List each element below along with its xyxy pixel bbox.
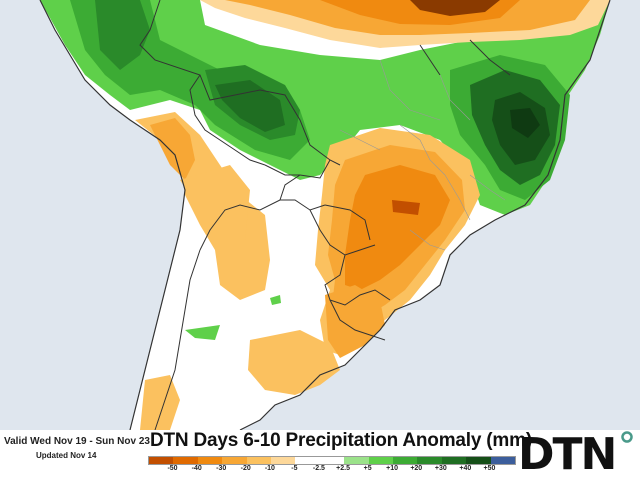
- legend-swatch: [393, 457, 418, 464]
- map-footer: Valid Wed Nov 19 - Sun Nov 23 Updated No…: [0, 430, 640, 480]
- dtn-logo: DTN: [518, 429, 617, 480]
- legend-tick-label: +30: [434, 465, 447, 472]
- dtn-logo-ring-icon: [621, 431, 633, 443]
- precipitation-anomaly-map: [39, 0, 611, 430]
- legend-tick-labels: -50 -40 -30 -20 -10 -5 -2.5 +2.5 +5 +10 +20 +30 +40 +…: [148, 465, 514, 475]
- orange-southwest: [140, 375, 180, 430]
- legend-swatch: [319, 457, 345, 464]
- legend-swatch: [149, 457, 174, 464]
- legend-tick-label: +10: [386, 465, 399, 472]
- legend-swatch: [490, 457, 516, 464]
- updated-date-label: Updated Nov 14: [36, 451, 97, 460]
- valid-dates-label: Valid Wed Nov 19 - Sun Nov 23: [4, 436, 150, 447]
- green-dark-west: [95, 0, 150, 70]
- legend-tick-label: -50: [167, 465, 178, 472]
- coastline: [39, 0, 611, 430]
- state-borders: [339, 59, 506, 251]
- legend-tick-label: +50: [483, 465, 496, 472]
- color-legend: [148, 456, 516, 465]
- legend-tick-label: -5: [291, 465, 298, 472]
- green-blob-east-core: [510, 108, 540, 138]
- map-title: DTN Days 6-10 Precipitation Anomaly (mm): [150, 430, 532, 451]
- orange-southeast-core: [345, 165, 450, 290]
- legend-tick-label: -30: [216, 465, 227, 472]
- legend-tick-label: +40: [459, 465, 472, 472]
- orange-southeast-darkest: [392, 200, 420, 215]
- green-darkest-center: [215, 80, 285, 132]
- orange-north-darkest: [410, 0, 500, 16]
- legend-swatch: [344, 457, 369, 464]
- legend-swatch: [417, 457, 442, 464]
- legend-tick-label: -10: [264, 465, 275, 472]
- legend-swatch: [246, 457, 272, 464]
- legend-tick-label: +5: [363, 465, 372, 472]
- legend-swatch: [295, 457, 320, 464]
- country-borders: [139, 0, 511, 430]
- legend-swatch: [466, 457, 491, 464]
- legend-swatch: [441, 457, 467, 464]
- green-patch-south-2: [270, 295, 281, 305]
- legend-tick-label: -20: [240, 465, 251, 472]
- legend-swatch: [368, 457, 394, 464]
- legend-swatch: [271, 457, 296, 464]
- legend-tick-label: -2.5: [312, 465, 325, 472]
- legend-swatch: [222, 457, 247, 464]
- legend-tick-label: -40: [191, 465, 202, 472]
- legend-swatch: [197, 457, 223, 464]
- orange-west-strip: [180, 165, 250, 250]
- legend-swatch: [173, 457, 198, 464]
- legend-tick-label: +20: [410, 465, 423, 472]
- green-patch-south-1: [185, 325, 220, 340]
- legend-tick-label: +2.5: [336, 465, 350, 472]
- orange-west-mid: [150, 118, 195, 180]
